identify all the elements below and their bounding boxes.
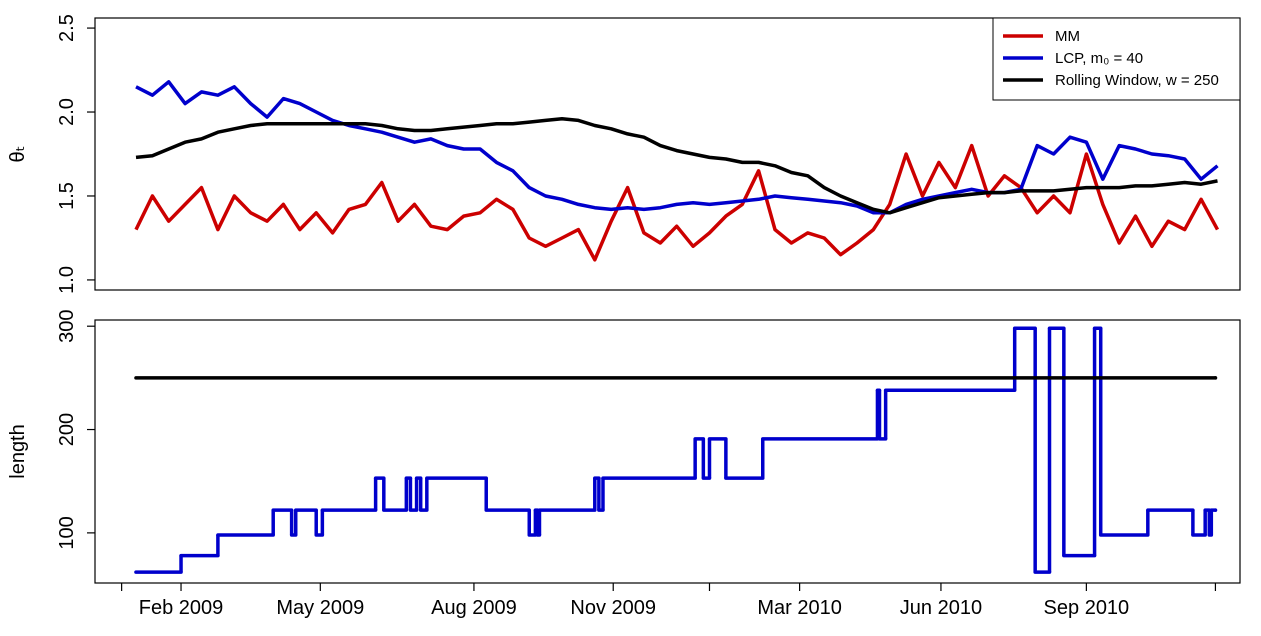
x-tick-label: Feb 2009: [139, 597, 224, 619]
y-tick-label: 1.5: [56, 182, 78, 210]
x-tick-label: Aug 2009: [431, 597, 517, 619]
y-tick-label: 2.0: [56, 98, 78, 126]
x-tick-label: Nov 2009: [570, 597, 656, 619]
legend-label: LCP, m₀ = 40: [1055, 50, 1143, 67]
plot-frame: [94, 17, 1241, 291]
x-tick-label: Sep 2010: [1044, 597, 1130, 619]
y-tick-label: 2.5: [56, 14, 78, 42]
y-tick-label: 200: [56, 413, 78, 446]
y-tick-label: 1.0: [56, 266, 78, 294]
legend-label: MM: [1055, 28, 1080, 45]
legend-label: Rolling Window, w = 250: [1055, 72, 1219, 89]
series-line: [134, 143, 1220, 262]
y-axis-label: θₜ: [7, 145, 29, 162]
y-axis-label: length: [7, 424, 29, 479]
x-tick-label: Mar 2010: [757, 597, 842, 619]
x-tick-label: May 2009: [276, 597, 364, 619]
series-line: [135, 116, 1218, 215]
series-line: [135, 80, 1219, 215]
y-tick-label: 300: [56, 310, 78, 343]
plot-frame: [94, 319, 1241, 584]
x-tick-label: Jun 2010: [900, 597, 982, 619]
y-tick-label: 100: [56, 516, 78, 549]
